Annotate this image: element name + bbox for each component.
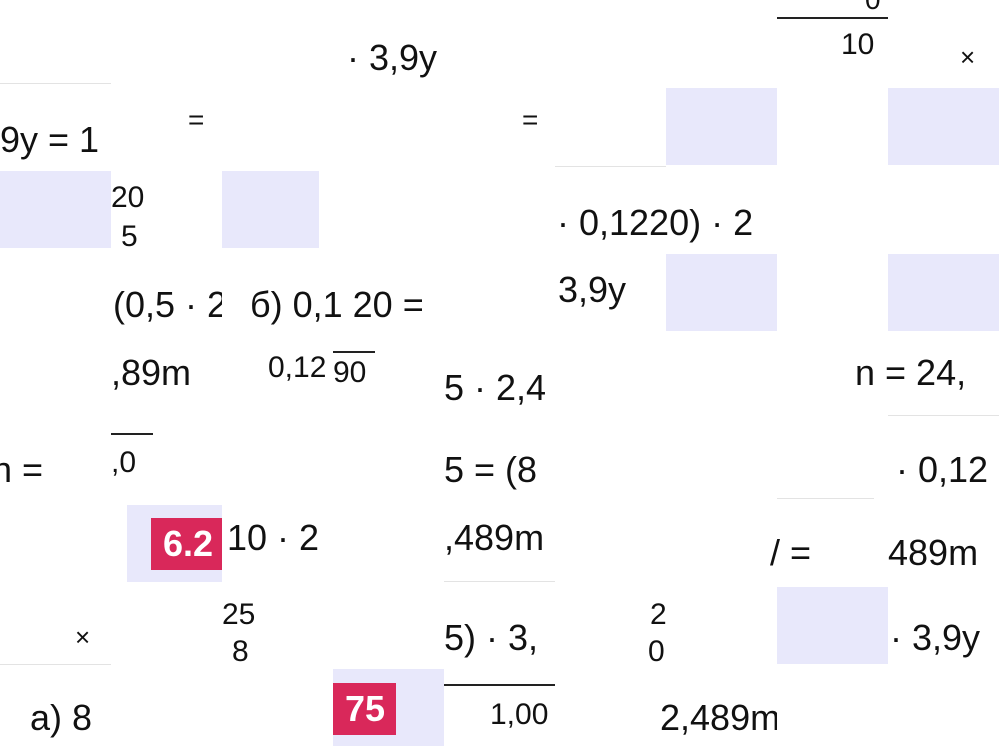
tile-shade: [666, 254, 777, 331]
expression-fragment: · 0,1220) · 2: [557, 201, 754, 243]
tile-shade: [0, 171, 111, 248]
expression-fragment: 90: [333, 356, 367, 389]
expression-fragment: 25: [222, 598, 256, 631]
expression-fragment: 0: [648, 638, 665, 666]
expression-fragment: 2,489m: [660, 696, 777, 738]
separator: [777, 498, 874, 499]
expression-fragment: · 0,12: [896, 449, 989, 490]
expression-fragment: ,489m: [444, 516, 545, 558]
separator: [0, 664, 111, 665]
expression-fragment: 5) · 3,: [444, 616, 539, 658]
expression-fragment: n =: [0, 449, 44, 490]
expression-fragment: / =: [770, 531, 812, 573]
expression-fragment: · 3,9y: [347, 36, 438, 78]
expression-fragment: а) 8: [30, 696, 93, 738]
expression-fragment: (0,5 · 2: [113, 284, 222, 325]
expression-fragment: 489m: [888, 531, 979, 573]
expression-fragment: 0: [777, 0, 888, 20]
expression-fragment: 10 · 2: [227, 516, 320, 558]
tile-shade: [222, 171, 319, 248]
separator: [444, 581, 555, 582]
expression-fragment: 5 · 2,4: [444, 366, 547, 408]
expression-fragment: ,0: [111, 445, 137, 479]
expression-fragment: 1,00: [490, 698, 549, 731]
expression-fragment: n = 24,: [855, 351, 967, 393]
expression-fragment: =: [522, 104, 539, 135]
expression-fragment: 5 = (8: [444, 449, 538, 490]
answer-badge[interactable]: 75: [333, 683, 396, 735]
expression-fragment: 3,9y: [558, 269, 627, 310]
tile-shade: [666, 88, 777, 165]
expression-fragment: б) 0,1 20 =: [250, 284, 424, 325]
separator: [555, 166, 666, 167]
tile-shade: [777, 587, 888, 664]
fraction-bar: [333, 351, 375, 353]
expression-fragment: 10: [841, 28, 875, 61]
expression-fragment: 0,12: [268, 350, 327, 384]
expression-fragment: 8: [232, 638, 249, 666]
expression-fragment: 2: [650, 598, 666, 631]
expression-fragment: 9y = 1: [0, 119, 100, 160]
expression-fragment: =: [188, 104, 205, 135]
expression-fragment: 20: [111, 180, 145, 214]
fraction-bar: [444, 684, 555, 686]
expression-fragment: 5: [121, 225, 138, 249]
answer-badge[interactable]: 6.2: [151, 518, 222, 570]
expression-fragment: ,89m: [111, 351, 192, 393]
expression-fragment: ×: [960, 42, 976, 72]
expression-fragment: ×: [75, 622, 91, 652]
expression-fragment: · 3,9y: [890, 616, 981, 658]
fraction-bar: [777, 17, 888, 19]
separator: [888, 415, 999, 416]
fraction-bar: [111, 433, 153, 435]
tile-shade: [888, 254, 999, 331]
tile-shade: [888, 88, 999, 165]
separator: [0, 83, 111, 84]
